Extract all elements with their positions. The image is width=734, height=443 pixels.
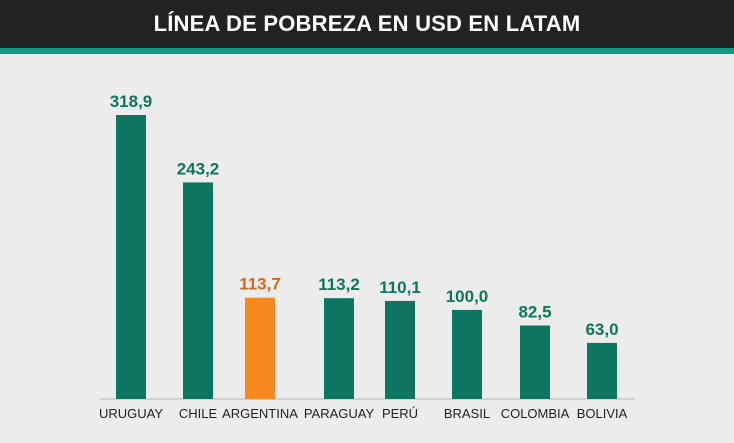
category-label: URUGUAY bbox=[99, 406, 163, 421]
chart-title: LÍNEA DE POBREZA EN USD EN LATAM bbox=[153, 11, 581, 36]
category-label: CHILE bbox=[179, 406, 218, 421]
category-label: COLOMBIA bbox=[501, 406, 570, 421]
value-label: 63,0 bbox=[585, 320, 618, 339]
value-label: 82,5 bbox=[518, 303, 551, 322]
bar-perú bbox=[385, 300, 415, 399]
bar-chart: 318,9 URUGUAY 243,2 CHILE 113,7 ARGENTINA 113,… bbox=[99, 92, 635, 421]
value-label: 113,7 bbox=[239, 275, 281, 294]
value-label: 100,0 bbox=[446, 287, 489, 306]
bar-colombia bbox=[520, 325, 550, 399]
category-label: BOLIVIA bbox=[577, 406, 628, 421]
chart-header: LÍNEA DE POBREZA EN USD EN LATAM bbox=[0, 0, 734, 48]
chart-area: 318,9 URUGUAY 243,2 CHILE 113,7 ARGENTINA 113,… bbox=[0, 54, 734, 443]
bar-bolivia bbox=[587, 342, 617, 399]
bar-paraguay bbox=[324, 298, 354, 399]
bar-chile bbox=[183, 182, 213, 399]
value-label: 113,2 bbox=[318, 275, 360, 294]
category-label: PARAGUAY bbox=[304, 406, 375, 421]
category-label: PERÚ bbox=[382, 406, 418, 421]
accent-divider bbox=[0, 48, 734, 54]
bar-uruguay bbox=[116, 115, 146, 399]
bar-argentina bbox=[245, 297, 275, 399]
value-label: 318,9 bbox=[110, 92, 153, 111]
value-label: 110,1 bbox=[379, 278, 421, 297]
category-label: ARGENTINA bbox=[222, 406, 298, 421]
value-label: 243,2 bbox=[177, 159, 220, 178]
category-label: BRASIL bbox=[444, 406, 490, 421]
bar-brasil bbox=[452, 309, 482, 399]
